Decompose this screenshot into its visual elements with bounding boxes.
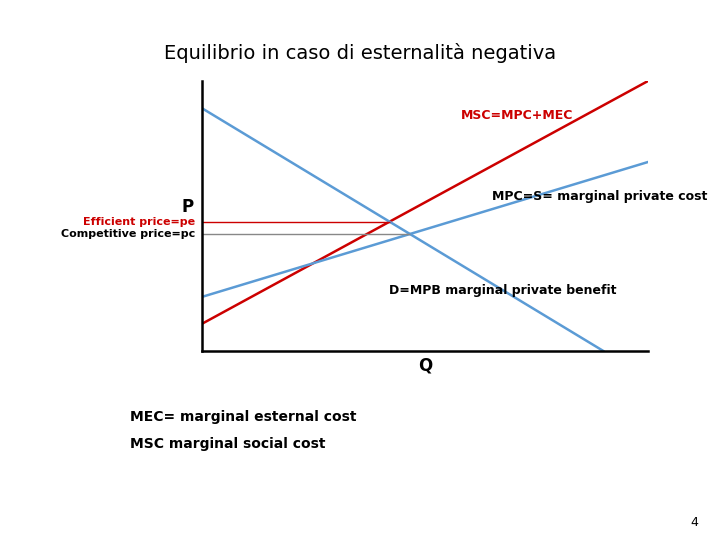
Text: Equilibrio in caso di esternalità negativa: Equilibrio in caso di esternalità negati… (164, 43, 556, 63)
Text: D=MPB marginal private benefit: D=MPB marginal private benefit (389, 284, 616, 298)
Text: Efficient price=pe: Efficient price=pe (83, 217, 195, 227)
Text: MPC=S= marginal private cost: MPC=S= marginal private cost (492, 190, 707, 203)
Y-axis label: P: P (181, 198, 194, 216)
Text: 4: 4 (690, 516, 698, 529)
Text: Competitive price=pc: Competitive price=pc (60, 229, 195, 239)
X-axis label: Q: Q (418, 356, 432, 375)
Text: MSC=MPC+MEC: MSC=MPC+MEC (461, 109, 573, 122)
Text: MSC marginal social cost: MSC marginal social cost (130, 437, 325, 451)
Text: MEC= marginal esternal cost: MEC= marginal esternal cost (130, 410, 356, 424)
